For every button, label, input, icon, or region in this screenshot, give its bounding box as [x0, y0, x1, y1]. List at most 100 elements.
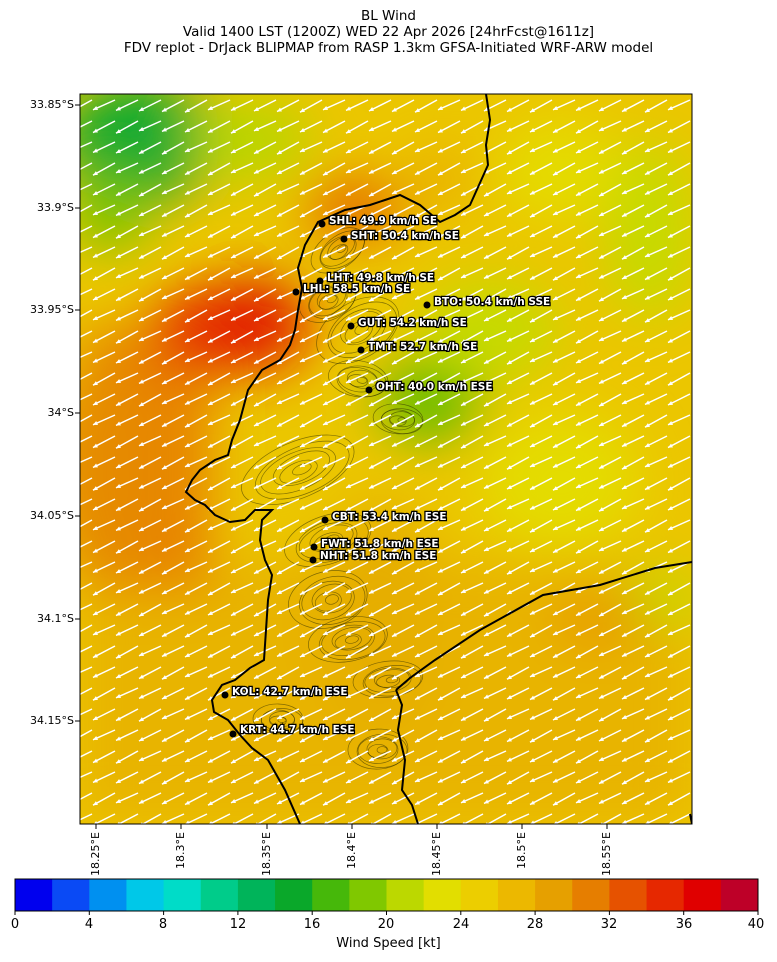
wind-vector-head: [323, 821, 328, 824]
wind-vector-head: [369, 359, 374, 364]
wind-vector-head: [346, 296, 351, 301]
station-marker[interactable]: [347, 322, 355, 330]
wind-vector: [80, 99, 93, 108]
wind-vector-head: [668, 736, 673, 740]
wind-vector-head: [461, 654, 466, 659]
wind-vector-head: [369, 717, 374, 722]
wind-vector-head: [93, 653, 98, 658]
wind-vector-head: [530, 590, 535, 595]
wind-vector-head: [576, 799, 581, 803]
station-marker[interactable]: [316, 277, 324, 285]
wind-vector-head: [553, 401, 558, 405]
wind-vector-head: [645, 528, 650, 533]
station-cbt[interactable]: CBT: 53.4 km/h ESE: [321, 510, 448, 524]
map-area[interactable]: SHL: 49.9 km/h SE SHT: 50.4 km/h SE LHT:…: [50, 80, 700, 826]
wind-vector-head: [70, 801, 75, 805]
wind-vector-head: [599, 632, 604, 636]
wind-vector-head: [599, 799, 604, 804]
station-marker[interactable]: [423, 301, 431, 309]
wind-vector-head: [461, 401, 466, 406]
wind-vector-head: [162, 570, 167, 575]
wind-vector-head: [70, 296, 75, 300]
wind-vector-head: [162, 800, 167, 804]
wind-vector-head: [231, 234, 236, 239]
wind-vector-head: [599, 507, 604, 512]
station-nht[interactable]: NHT: 51.8 km/h ESE: [309, 549, 438, 564]
wind-vector-head: [461, 169, 466, 173]
wind-vector-head: [162, 652, 167, 657]
wind-vector-head: [415, 548, 420, 552]
station-marker[interactable]: [229, 730, 237, 738]
wind-vector-head: [139, 422, 144, 426]
wind-vector-head: [116, 464, 121, 468]
station-lht[interactable]: LHT: 49.8 km/h SE: [316, 271, 435, 285]
wind-vector-head: [139, 484, 144, 489]
colorbar-tick-label: 12: [229, 917, 247, 932]
wind-vector: [80, 792, 93, 801]
colorbar: [14, 879, 759, 915]
wind-vector-head: [162, 715, 167, 719]
colorbar-segment: [237, 879, 276, 911]
station-label: SHL: 49.9 km/h SE: [329, 215, 437, 227]
wind-vector-head: [507, 275, 512, 279]
wind-vector-head: [645, 128, 650, 132]
station-marker[interactable]: [321, 516, 329, 524]
wind-vector-head: [392, 442, 397, 447]
wind-vector-head: [185, 528, 190, 533]
wind-vector-head: [231, 759, 236, 764]
station-kol[interactable]: KOL: 42.7 km/h ESE: [221, 685, 349, 699]
station-marker[interactable]: [357, 346, 365, 354]
station-fwt[interactable]: FWT: 51.8 km/h ESE: [310, 537, 440, 551]
wind-vector-head: [622, 652, 627, 657]
wind-vector-head: [323, 696, 328, 701]
wind-vector-head: [277, 800, 282, 804]
wind-vector-head: [392, 505, 397, 509]
wind-vector-head: [139, 717, 144, 722]
axis-ticks: [75, 104, 608, 829]
wind-vector-head: [139, 632, 144, 636]
wind-vector-head: [93, 716, 98, 720]
wind-vector-head: [346, 779, 351, 783]
wind-vector-head: [507, 127, 512, 132]
wind-vector-head: [438, 338, 443, 343]
station-shl[interactable]: SHL: 49.9 km/h SE: [318, 214, 438, 228]
wind-vector-head: [231, 589, 236, 593]
station-tmt[interactable]: TMT: 52.7 km/h SE: [357, 340, 479, 354]
wind-vector-head: [668, 191, 673, 195]
station-gut[interactable]: GUT: 54.2 km/h SE: [347, 316, 468, 330]
wind-vector-head: [392, 757, 397, 762]
contour-line: [319, 230, 365, 269]
station-marker[interactable]: [365, 386, 373, 394]
wind-vector-head: [484, 402, 489, 407]
station-krt[interactable]: KRT: 44.7 km/h ESE: [229, 723, 356, 738]
wind-vector-head: [392, 107, 397, 112]
wind-vector-head: [438, 506, 443, 510]
station-sht[interactable]: SHT: 50.4 km/h SE: [340, 229, 460, 243]
station-marker[interactable]: [340, 235, 348, 243]
wind-vector-head: [116, 736, 121, 741]
wind-vector-head: [231, 549, 236, 554]
station-marker[interactable]: [221, 691, 229, 699]
wind-vector-head: [231, 484, 236, 488]
title-line-2: Valid 1400 LST (1200Z) WED 22 Apr 2026 […: [182, 24, 595, 40]
wind-vector-head: [254, 757, 259, 761]
wind-vector-head: [415, 253, 420, 257]
wind-vector-head: [553, 463, 558, 468]
wind-vector-head: [484, 232, 489, 236]
station-lhl[interactable]: LHL: 58.5 km/h SE: [292, 282, 412, 296]
station-oht[interactable]: OHT: 40.0 km/h ESE: [365, 380, 494, 394]
wind-vector-head: [185, 338, 190, 342]
wind-vector-head: [162, 295, 167, 299]
wind-vector-head: [645, 738, 650, 743]
station-bto[interactable]: BTO: 50.4 km/h SSE: [423, 295, 552, 309]
wind-vector-head: [553, 316, 558, 320]
station-marker[interactable]: [310, 543, 318, 551]
station-marker[interactable]: [318, 220, 326, 228]
wind-vector-head: [162, 527, 167, 532]
wind-vector-head: [622, 150, 627, 155]
station-marker[interactable]: [309, 556, 317, 564]
wind-vector-head: [415, 423, 420, 428]
station-marker[interactable]: [292, 288, 300, 296]
wind-vector-head: [323, 653, 328, 658]
wind-vector-head: [438, 716, 443, 720]
